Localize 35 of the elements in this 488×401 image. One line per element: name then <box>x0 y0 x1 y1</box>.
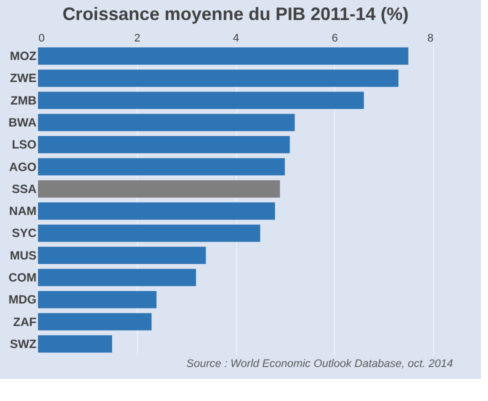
x-tick-label: 2 <box>134 32 140 44</box>
y-tick-label: ZMB <box>10 93 37 108</box>
x-tick-label: 6 <box>332 32 338 44</box>
bar <box>38 70 398 87</box>
x-tick-label: 8 <box>427 32 434 44</box>
source-note: Source : World Economic Outlook Database, oct. 2014 <box>186 358 453 370</box>
bar <box>38 313 152 330</box>
y-tick-label: ZWE <box>10 71 36 86</box>
bar <box>38 291 156 308</box>
bar <box>38 335 112 353</box>
bar <box>38 246 206 264</box>
bar <box>38 136 290 154</box>
chart-title: Croissance moyenne du PIB 2011-14 (%) <box>62 4 409 24</box>
bar <box>38 180 280 198</box>
bar <box>38 47 408 65</box>
y-tick-label: MOZ <box>10 49 36 64</box>
y-tick-label: AGO <box>9 160 36 174</box>
bar <box>38 268 196 286</box>
y-tick-label: SYC <box>12 226 37 240</box>
y-tick-label: MUS <box>10 248 36 262</box>
bar <box>38 92 364 109</box>
bar <box>38 158 285 176</box>
y-tick-label: COM <box>8 270 36 284</box>
y-tick-label: BWA <box>8 116 37 130</box>
bar <box>38 202 275 220</box>
bar <box>38 114 295 132</box>
y-tick-label: LSO <box>12 138 36 152</box>
y-tick-label: SWZ <box>10 336 36 351</box>
y-tick-label: MDG <box>8 292 36 307</box>
y-tick-label: SSA <box>12 182 37 196</box>
x-tick-label: 0 <box>38 32 45 44</box>
x-tick-label: 4 <box>232 32 240 44</box>
y-tick-label: NAM <box>9 204 37 218</box>
y-tick-label: ZAF <box>13 314 36 329</box>
bar <box>38 224 260 242</box>
